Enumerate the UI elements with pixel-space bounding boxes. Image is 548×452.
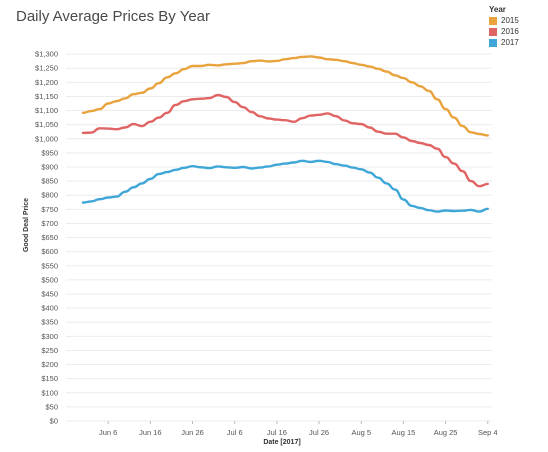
legend-label-2017: 2017 xyxy=(501,38,519,47)
y-tick-label: $0 xyxy=(50,417,58,426)
y-tick-label: $1,150 xyxy=(35,92,58,101)
y-tick-label: $200 xyxy=(41,360,58,369)
legend-swatch-2015 xyxy=(489,16,497,25)
y-tick-label: $850 xyxy=(41,177,58,186)
y-tick-label: $150 xyxy=(41,374,58,383)
legend: Year 2015 2016 2017 xyxy=(489,5,519,48)
series-line-2017 xyxy=(81,159,489,213)
y-tick-label: $650 xyxy=(41,233,58,242)
y-tick-label: $1,300 xyxy=(35,50,58,59)
gridlines xyxy=(66,53,492,422)
y-tick-label: $600 xyxy=(41,247,58,256)
y-tick-label: $750 xyxy=(41,205,58,214)
y-tick-label: $800 xyxy=(41,191,58,200)
legend-label-2016: 2016 xyxy=(501,27,519,36)
series-line-2016 xyxy=(81,93,489,188)
x-tick-label: Jun 26 xyxy=(181,428,204,437)
y-tick-label: $1,050 xyxy=(35,120,58,129)
x-tick-label: Sep 4 xyxy=(478,428,498,437)
series-line-2015 xyxy=(81,55,489,137)
x-tick-label: Aug 15 xyxy=(392,428,416,437)
legend-swatch-2017 xyxy=(489,38,497,47)
x-tick-label: Jun 6 xyxy=(99,428,117,437)
y-tick-label: $1,250 xyxy=(35,64,58,73)
legend-label-2015: 2015 xyxy=(501,16,519,25)
y-tick-label: $1,000 xyxy=(35,134,58,143)
y-tick-label: $400 xyxy=(41,304,58,313)
legend-item-2015[interactable]: 2015 xyxy=(489,15,519,26)
y-tick-label: $350 xyxy=(41,318,58,327)
y-tick-label: $500 xyxy=(41,275,58,284)
y-tick-label: $450 xyxy=(41,290,58,299)
x-axis-ticks: Jun 6 Jun 16 Jun 26 Jul 6 Jul 16 Jul 26 Aug 5 A… xyxy=(99,421,498,437)
y-tick-label: $100 xyxy=(41,388,58,397)
x-tick-label: Aug 25 xyxy=(434,428,458,437)
y-tick-label: $950 xyxy=(41,148,58,157)
x-tick-label: Aug 5 xyxy=(351,428,371,437)
x-tick-label: Jul 26 xyxy=(309,428,329,437)
x-tick-label: Jun 16 xyxy=(139,428,162,437)
y-tick-label: $50 xyxy=(45,402,58,411)
legend-title: Year xyxy=(489,5,506,14)
legend-item-2017[interactable]: 2017 xyxy=(489,37,519,48)
y-tick-label: $700 xyxy=(41,219,58,228)
x-tick-label: Jul 6 xyxy=(227,428,243,437)
legend-swatch-2016 xyxy=(489,27,497,36)
chart-title: Daily Average Prices By Year xyxy=(16,8,210,25)
y-tick-label: $300 xyxy=(41,332,58,341)
y-tick-label: $250 xyxy=(41,346,58,355)
y-tick-label: $1,200 xyxy=(35,78,58,87)
y-tick-label: $550 xyxy=(41,261,58,270)
y-tick-label: $1,100 xyxy=(35,106,58,115)
x-axis-title: Date [2017] xyxy=(263,439,300,446)
y-axis-title: Good Deal Price xyxy=(23,198,30,252)
x-tick-label: Jul 16 xyxy=(267,428,287,437)
legend-item-2016[interactable]: 2016 xyxy=(489,26,519,37)
y-axis-ticks: $0 $50 $100 $150 $200 $250 $300 $350 $400 $450 $50… xyxy=(35,50,58,426)
y-tick-label: $900 xyxy=(41,163,58,172)
series-lines xyxy=(81,55,489,213)
